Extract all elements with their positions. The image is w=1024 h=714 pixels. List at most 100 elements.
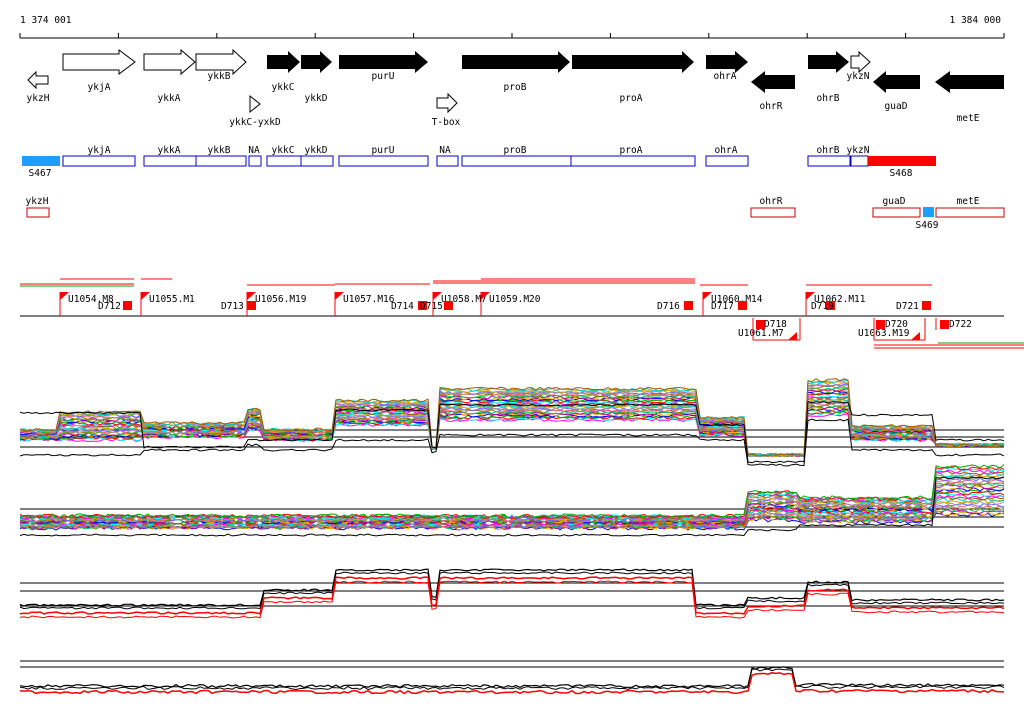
expression-profile <box>19 418 1005 467</box>
segment-proA[interactable] <box>570 155 696 167</box>
segment-ohrA[interactable] <box>705 155 749 167</box>
upshift-marker[interactable]: U1055.M1 <box>140 292 195 316</box>
downshift-label: D713 <box>221 301 244 312</box>
downshift-marker[interactable]: D718 <box>756 319 787 330</box>
segment-ykkA[interactable] <box>143 155 197 167</box>
segment-ykkD[interactable] <box>300 155 334 167</box>
downshift-label: D715 <box>420 301 443 312</box>
segment-label: purU <box>372 145 395 156</box>
gene-label: ykjA <box>88 82 111 93</box>
downshift-label: D712 <box>98 301 121 312</box>
upshift-label: U1062.M11 <box>814 294 866 305</box>
upshift-marker[interactable]: U1062.M11 <box>805 292 866 316</box>
segment-S468[interactable] <box>868 156 936 166</box>
segment-metE[interactable] <box>935 207 1005 218</box>
downshift-marker[interactable]: D722 <box>940 319 972 330</box>
gene-label: ykzN <box>847 71 870 82</box>
gene-arrow-guaD[interactable]: guaD <box>873 71 920 112</box>
upshift-label: U1059.M20 <box>489 294 541 305</box>
expression-panel-3 <box>19 568 1005 619</box>
segment-S469[interactable] <box>923 207 934 217</box>
gene-arrow-ykzN[interactable]: ykzN <box>847 50 871 82</box>
gene-arrow-ohrB[interactable]: ohrB <box>808 51 849 104</box>
expression-panel-1 <box>19 378 1005 467</box>
expression-profile <box>19 467 1005 520</box>
expression-profile <box>19 476 1005 537</box>
element-label: ykkC-yxkD <box>229 117 281 128</box>
gene-arrow-ohrR[interactable]: ohrR <box>751 71 795 112</box>
gene-arrow-ykkD[interactable]: ykkD <box>301 51 332 104</box>
expression-profile <box>19 378 1005 457</box>
forward-segment-track: S467 ykjA ykkA ykkB NA ykkC ykkD purU NA… <box>22 145 936 179</box>
downshift-marker[interactable]: D717 <box>711 301 747 312</box>
segment-guaD[interactable] <box>872 207 921 218</box>
gene-label: ohrA <box>714 71 737 82</box>
downshift-marker[interactable]: D713 <box>221 301 256 312</box>
expression-profile <box>19 391 1005 457</box>
gene-arrow-ykzH[interactable]: ykzH <box>27 70 50 104</box>
expression-profile <box>19 576 1005 615</box>
gene-label: ohrB <box>817 93 840 104</box>
downshift-marker[interactable]: D716 <box>657 301 693 312</box>
segment-ykzN[interactable] <box>850 155 869 167</box>
downshift-marker[interactable]: D719 <box>811 301 835 312</box>
gene-arrow-metE[interactable]: metE <box>935 71 1004 124</box>
upshift-label: U1057.M16 <box>343 294 395 305</box>
riboswitch-t-box[interactable]: T-box <box>432 92 461 128</box>
downshift-marker[interactable]: D715 <box>420 301 453 312</box>
downshift-marker[interactable]: D712 <box>98 301 132 312</box>
expression-profile <box>19 464 1005 519</box>
segment-S467[interactable] <box>22 156 60 166</box>
segment-label: ykzH <box>26 196 49 207</box>
riboswitch-ykkC-yxkD[interactable]: ykkC-yxkD <box>229 94 281 128</box>
upshift-label: U1054.M8 <box>68 294 114 305</box>
segment-label: NA <box>248 145 260 156</box>
segment-label-S468: S468 <box>890 168 913 179</box>
segment-ykkC[interactable] <box>266 155 302 167</box>
shift-track: U1054.M8 U1055.M1 U1056.M19 U1057.M16 U1058.… <box>20 278 1024 349</box>
segment-ykjA[interactable] <box>62 155 136 167</box>
gene-arrow-ykkA[interactable]: ykkA <box>143 48 196 104</box>
upshift-marker[interactable]: U1057.M16 <box>334 292 395 316</box>
gene-arrow-proB[interactable]: proB <box>462 51 570 93</box>
downshift-marker[interactable]: D720 <box>876 319 908 330</box>
upshift-marker[interactable]: U1063.M19 <box>858 328 920 340</box>
gene-track: ykzH ykjA ykkA ykkB ykkC ykkD pu <box>27 48 1004 128</box>
downshift-marker[interactable]: D721 <box>896 301 931 312</box>
gene-label: ykkB <box>208 71 231 82</box>
expression-profile <box>19 568 1005 607</box>
expression-profile <box>19 400 1005 464</box>
gene-arrow-purU[interactable]: purU <box>339 51 428 82</box>
upshift-marker[interactable]: U1060.M14 <box>702 292 763 316</box>
segment-ykzH[interactable] <box>26 207 50 218</box>
gene-label: purU <box>372 71 395 82</box>
gene-arrow-ykjA[interactable]: ykjA <box>62 49 136 93</box>
gene-arrow-ykkB[interactable]: ykkB <box>195 48 247 82</box>
gene-label: ykkD <box>305 93 328 104</box>
downshift-marker[interactable]: D714 <box>391 301 427 312</box>
gene-arrow-proA[interactable]: proA <box>572 51 694 104</box>
expression-profile <box>19 571 1005 610</box>
segment-purU[interactable] <box>338 155 429 167</box>
segment-proB[interactable] <box>461 155 572 167</box>
reverse-segment-track: ykzH ohrR guaD S469 metE <box>26 196 1005 231</box>
upshift-marker[interactable]: U1058.M7 <box>432 292 487 316</box>
segment-ykkB[interactable] <box>195 155 247 167</box>
segment-NA-1[interactable] <box>248 155 262 167</box>
gene-arrow-ohrA[interactable]: ohrA <box>706 51 748 82</box>
segment-label: NA <box>439 145 451 156</box>
segment-NA-2[interactable] <box>436 155 459 167</box>
segment-label: ykjA <box>88 145 111 156</box>
upshift-marker[interactable]: U1054.M8 <box>59 292 114 316</box>
gene-arrow-ykkC[interactable]: ykkC <box>267 51 300 93</box>
segment-ohrB[interactable] <box>807 155 851 167</box>
expression-profile <box>19 381 1005 457</box>
upshift-label: U1060.M14 <box>711 294 763 305</box>
gene-label: proB <box>504 82 527 93</box>
upshift-marker[interactable]: U1061.M7 <box>738 328 797 340</box>
segment-ohrR[interactable] <box>750 207 796 218</box>
downshift-label: D716 <box>657 301 680 312</box>
downshift-label: D722 <box>949 319 972 330</box>
upshift-marker[interactable]: U1059.M20 <box>480 292 541 316</box>
